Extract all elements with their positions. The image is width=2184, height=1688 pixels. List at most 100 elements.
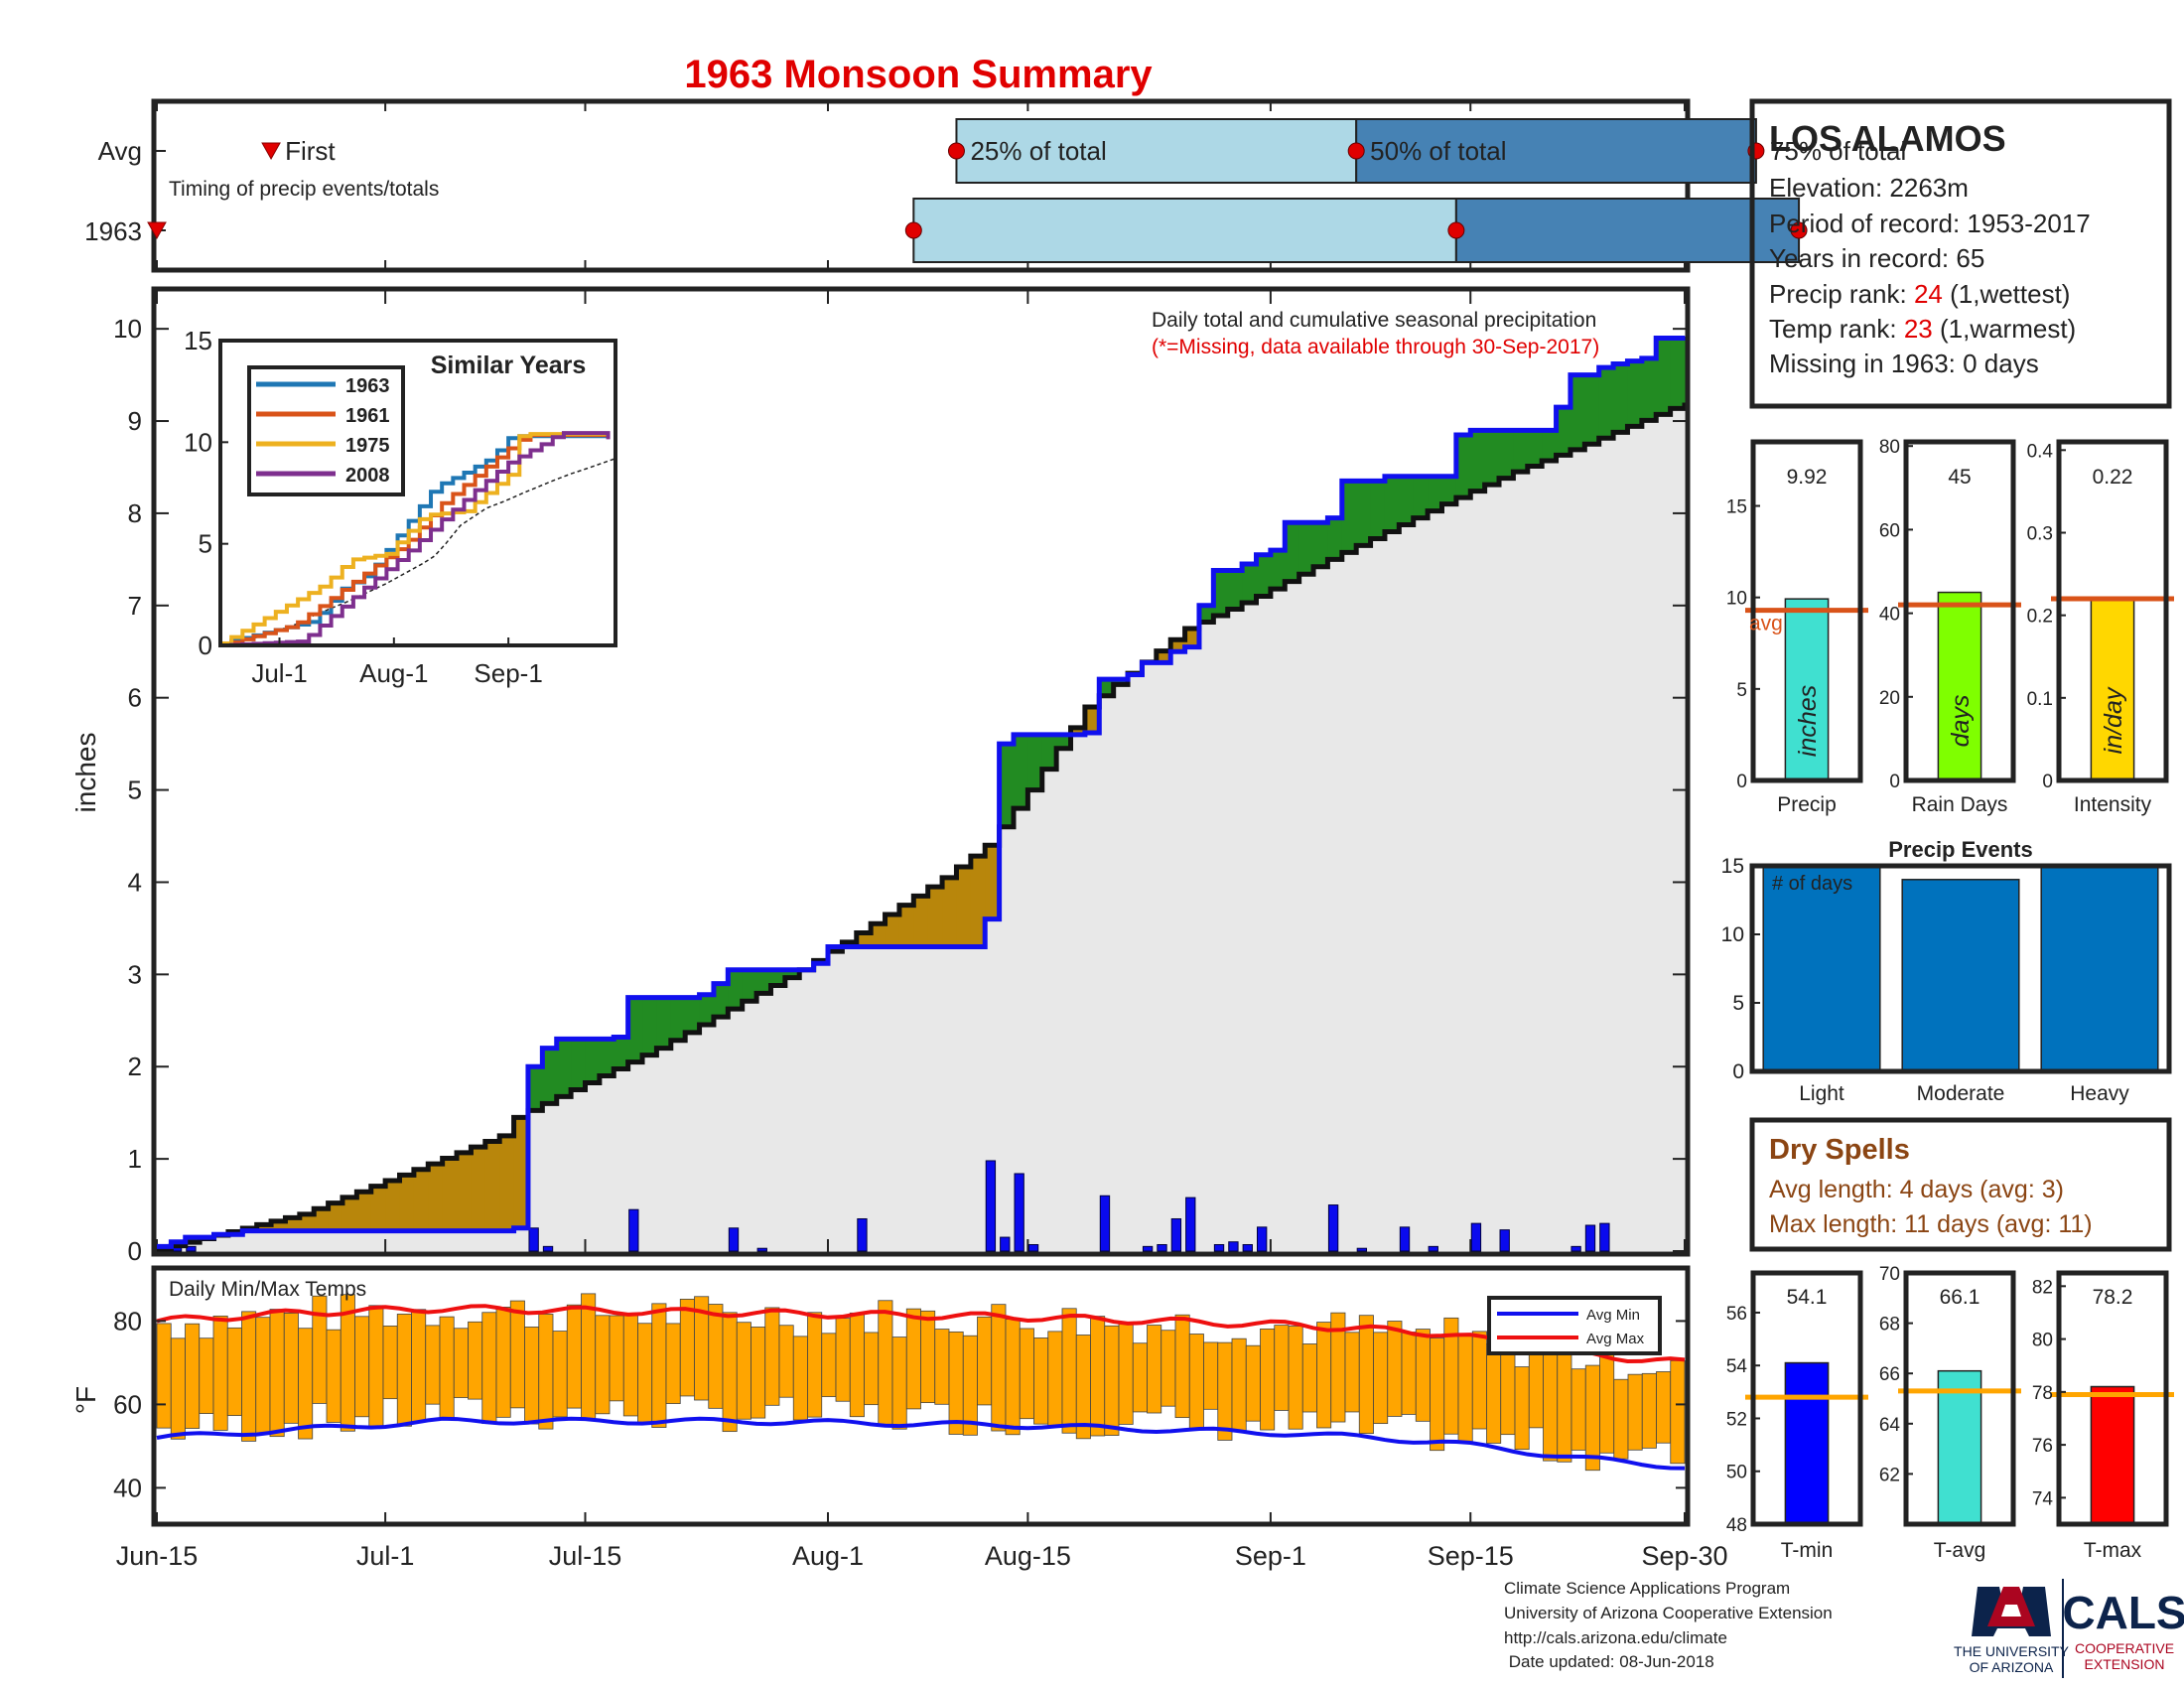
daily-temp-bar [1061,1308,1077,1434]
daily-temp-bar [864,1332,880,1406]
daily-temp-bar [751,1327,766,1419]
temp-panel-y-tick-label: 68 [1879,1315,1900,1336]
date-axis: Jun-15 Jul-1 Jul-15 Aug-1 Aug-15 Sep-1 Sep-15 S… [116,1512,1728,1571]
daily-temp-bar [1147,1325,1162,1414]
dry-spells-max: Max length: 11 days (avg: 11) [1769,1210,2093,1238]
below-avg-band [471,1147,486,1231]
inset-y-tick-label: 15 [184,326,212,355]
footer-line-2: University of Arizona Cooperative Extens… [1504,1604,1833,1622]
season-y-tick-label: 10 [1726,589,1747,610]
timing-panel: Avg 1963 Timing of precip events/totals … [84,98,1906,273]
dry-spells-frame [1749,1117,2172,1252]
daily-temp-bar [1174,1314,1190,1419]
date-tick-label: Aug-1 [792,1541,864,1571]
daily-temp-bar [552,1331,568,1418]
station-period: Period of record: 1953-2017 [1769,209,2091,238]
above-avg-band [1370,481,1386,539]
timing-year-first-marker [147,221,167,240]
station-years: Years in record: 65 [1769,243,1984,273]
above-avg-band [1198,605,1214,623]
legend-label-1975: 1975 [345,435,390,457]
temp-bar-t-avg [1937,1369,1982,1525]
above-avg-band [728,969,744,1010]
temp-panel-y-tick-label: 76 [2032,1436,2053,1457]
daily-temp-bar [1358,1315,1374,1435]
event-bar-moderate [1901,879,2020,1072]
daily-temp-bar [1471,1331,1487,1430]
above-avg-band [1099,679,1115,696]
below-avg-band [1070,727,1086,735]
season-panel-category: Intensity [2074,793,2152,816]
daily-precip-bar [1327,1204,1339,1252]
daily-temp-bar [708,1304,724,1409]
daily-temp-bar [891,1336,907,1430]
legend-label-avg-min: Avg Min [1586,1307,1640,1324]
dry-spells-avg: Avg length: 4 days (avg: 3) [1769,1176,2064,1203]
daily-temp-bar [1457,1333,1473,1443]
above-avg-band [685,997,701,1033]
season-bar-value-label: 45 [1948,466,1971,489]
temp-title: Daily Min/Max Temps [169,1278,366,1301]
daily-temp-bar [425,1325,441,1405]
below-avg-band [399,1175,415,1231]
precip-annotation-note: (*=Missing, data available through 30-Se… [1152,336,1599,358]
season-y-tick-label: 80 [1879,437,1900,458]
above-avg-band [1270,550,1286,590]
daily-temp-bar [481,1312,497,1425]
date-tick-label: Jul-1 [356,1541,415,1571]
temp-panel-category: T-min [1781,1539,1834,1562]
legend-label-2008: 2008 [345,465,390,487]
season-y-tick-label: 60 [1879,520,1900,541]
season-y-tick-label: 40 [1879,605,1900,626]
above-avg-band [1056,734,1072,749]
above-avg-band [1428,476,1442,511]
daily-temp-bar [1301,1343,1317,1413]
below-avg-band [413,1169,429,1231]
daily-temp-bar [1260,1328,1276,1431]
above-avg-band [1399,476,1415,525]
above-avg-band [1041,734,1057,770]
daily-temp-bar [622,1315,638,1417]
daily-temp-bar [269,1309,285,1438]
above-avg-band [656,997,672,1049]
below-avg-band [442,1158,458,1231]
daily-precip-bar [756,1247,767,1252]
daily-precip-bar [1470,1222,1482,1252]
above-avg-band [1356,481,1372,546]
cals-logo: CALS [2062,1587,2184,1638]
daily-temp-bar [736,1322,751,1420]
temp-rank-prefix: Temp rank: [1769,314,1904,344]
daily-precip-bar [1242,1243,1253,1252]
inset-x-tick-label: Jul-1 [251,658,307,688]
below-avg-band [913,896,929,947]
season-y-tick-label: 0 [1736,772,1747,792]
temp-y-tick-label: 80 [113,1306,142,1336]
events-y-tick-label: 15 [1721,855,1744,878]
above-avg-band [756,969,771,994]
daily-precip-bar [628,1208,639,1252]
season-y-tick-label: 0 [2042,772,2053,792]
above-avg-band [1413,476,1429,518]
daily-temp-bar [1245,1344,1261,1422]
ua-name-line-1: THE UNIVERSITY [1954,1643,2070,1659]
below-avg-band [428,1164,444,1231]
above-avg-band [713,983,729,1018]
timing-row-label-avg: Avg [98,136,142,166]
timing-avg-p25-marker [947,142,965,160]
events-y-tick-label: 5 [1732,992,1744,1015]
daily-temp-bar [1188,1334,1204,1430]
daily-temp-bar [849,1312,865,1418]
event-category-label: Light [1799,1082,1844,1105]
above-avg-band [1242,564,1258,604]
precip-y-tick-label: 1 [128,1144,142,1174]
daily-precip-bar [1584,1224,1596,1252]
temp-bar-value-label: 78.2 [2093,1286,2133,1309]
ua-logo: THE UNIVERSITY OF ARIZONA CALS COOPERATI… [1954,1579,2184,1678]
cals-sub-line-1: COOPERATIVE [2075,1640,2174,1656]
season-bar-unit-label: in/day [2100,686,2127,754]
daily-precip-bar [1014,1173,1024,1252]
temp-panel-frame [2056,1270,2169,1527]
daily-temp-bar [821,1333,837,1397]
daily-temp-bar [1090,1316,1106,1437]
daily-temp-bar [581,1293,597,1421]
